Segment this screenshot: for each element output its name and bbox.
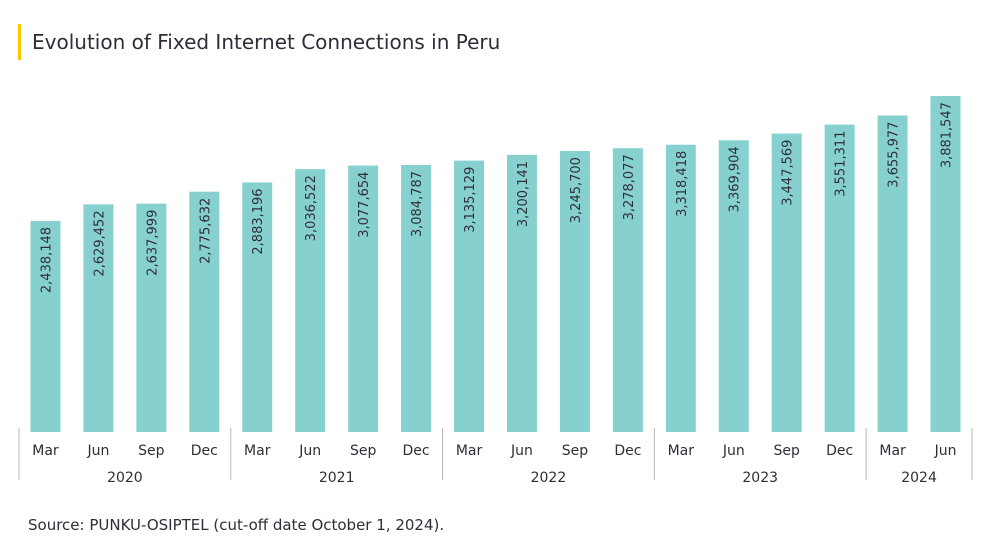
bar-value-label: 3,135,129 xyxy=(463,167,478,233)
year-group-label: 2021 xyxy=(319,470,355,486)
bar xyxy=(930,96,961,432)
month-tick-label: Jun xyxy=(86,443,109,459)
month-tick-label: Jun xyxy=(510,443,533,459)
bar-value-label: 2,883,196 xyxy=(251,188,266,254)
bar-value-label: 3,036,522 xyxy=(304,175,319,241)
bar-value-label: 3,084,787 xyxy=(410,171,425,237)
title-accent-bar xyxy=(18,24,21,60)
year-group-label: 2022 xyxy=(531,470,567,486)
bar-value-label: 3,655,977 xyxy=(887,122,902,188)
month-tick-label: Mar xyxy=(668,443,695,459)
month-tick-label: Mar xyxy=(456,443,483,459)
bar xyxy=(136,203,167,432)
month-tick-label: Sep xyxy=(138,443,165,459)
month-tick-label: Sep xyxy=(350,443,377,459)
month-tick-label: Jun xyxy=(298,443,321,459)
bar xyxy=(189,191,220,432)
year-group-label: 2020 xyxy=(107,470,143,486)
bar-value-label: 2,637,999 xyxy=(145,210,160,276)
bar xyxy=(824,124,855,432)
bar-value-label: 2,629,452 xyxy=(92,210,107,276)
month-tick-label: Sep xyxy=(773,443,800,459)
bar-value-label: 3,077,654 xyxy=(357,172,372,238)
bar-value-label: 3,318,418 xyxy=(675,151,690,217)
bar xyxy=(771,133,802,432)
bar xyxy=(401,164,432,432)
month-tick-label: Sep xyxy=(562,443,589,459)
chart-title-block: Evolution of Fixed Internet Connections … xyxy=(18,24,500,60)
bar-value-label: 2,775,632 xyxy=(198,198,213,264)
month-tick-label: Mar xyxy=(244,443,271,459)
bar-value-label: 3,245,700 xyxy=(569,157,584,223)
month-tick-label: Dec xyxy=(614,443,641,459)
month-tick-label: Jun xyxy=(722,443,745,459)
bar xyxy=(612,148,643,432)
month-tick-label: Dec xyxy=(191,443,218,459)
bar xyxy=(718,140,749,433)
bar xyxy=(559,151,590,433)
year-group-label: 2024 xyxy=(901,470,937,486)
month-tick-label: Mar xyxy=(32,443,59,459)
bar xyxy=(348,165,379,432)
bar-value-label: 3,881,547 xyxy=(940,102,955,168)
bar xyxy=(665,144,696,432)
bar-value-label: 3,278,077 xyxy=(622,154,637,220)
bar xyxy=(242,182,273,432)
year-group-label: 2023 xyxy=(742,470,778,486)
bar xyxy=(506,154,537,432)
chart-title: Evolution of Fixed Internet Connections … xyxy=(32,30,501,54)
bar-value-label: 3,551,311 xyxy=(834,131,849,197)
source-note: Source: PUNKU-OSIPTEL (cut-off date Octo… xyxy=(28,516,445,534)
month-tick-label: Jun xyxy=(934,443,957,459)
bar xyxy=(877,115,908,432)
bar xyxy=(83,204,114,432)
bar-value-label: 3,447,569 xyxy=(781,140,796,206)
bar-value-label: 2,438,148 xyxy=(39,227,54,293)
bar xyxy=(30,220,61,432)
month-tick-label: Dec xyxy=(826,443,853,459)
bar-value-label: 3,369,904 xyxy=(728,146,743,212)
bar-chart: 2,438,148 Mar 2,629,452 Jun 2,637,999 Sep 2,77… xyxy=(18,96,973,486)
month-tick-label: Dec xyxy=(403,443,430,459)
bar xyxy=(454,160,485,433)
bar xyxy=(295,169,326,432)
bar-value-label: 3,200,141 xyxy=(516,161,531,227)
month-tick-label: Mar xyxy=(879,443,906,459)
